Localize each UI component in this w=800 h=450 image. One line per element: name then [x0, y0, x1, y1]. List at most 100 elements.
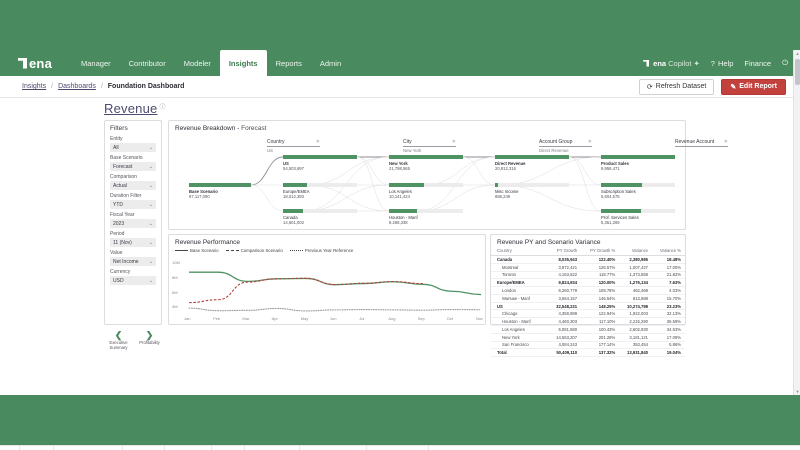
breakdown-filter-country[interactable]: Country ✕ US: [267, 139, 320, 153]
help-label: Help: [717, 58, 734, 68]
close-icon[interactable]: ✕: [587, 139, 592, 145]
cell-variance: 813,688: [619, 294, 653, 303]
tab-executive-summary[interactable]: Executive Summary: [53, 446, 122, 450]
sankey-node[interactable]: Subscription Sales 5,604,575: [601, 183, 675, 199]
tab-balance-sheet[interactable]: Balance Sheet: [243, 446, 299, 450]
filter-select-period[interactable]: 11 (Nov) ⌄: [110, 238, 156, 247]
table-row[interactable]: Warsaw - Manf 3,564,157 146.54% 813,688 15.7…: [491, 294, 685, 303]
table-row[interactable]: Chicago 4,358,899 122.94% 1,922,003 32.13%: [491, 309, 685, 319]
breakdown-filter-revenue-account[interactable]: Revenue Account ✕: [675, 139, 728, 153]
refresh-icon: ⟳: [646, 83, 653, 91]
table-row[interactable]: Montreal 3,872,421 126.57% 1,007,427 17.00%: [491, 263, 685, 272]
close-icon[interactable]: ✕: [723, 139, 728, 145]
table-row[interactable]: San Francisco 4,084,243 177.14% 353,454 5.86…: [491, 341, 685, 350]
variance-col-py-growth[interactable]: PY Growth: [548, 247, 582, 256]
cell-py_growth: 8,035,943: [548, 255, 582, 264]
nav-item-manager[interactable]: Manager: [81, 58, 111, 68]
tab-smart-narrative[interactable]: Smart Narrative *: [366, 446, 428, 450]
breadcrumb-item-dashboards[interactable]: Dashboards: [58, 83, 96, 90]
nav-item-modeler[interactable]: Modeler: [183, 58, 211, 68]
table-row[interactable]: Toronto 4,163,522 118.77% 1,373,558 21.82%: [491, 271, 685, 280]
vena-logo[interactable]: ena: [18, 56, 52, 71]
info-icon[interactable]: ⓘ: [159, 105, 166, 111]
cell-country: Warsaw - Manf: [491, 294, 549, 303]
sankey-node[interactable]: Prof. Services Sales 5,351,269: [601, 209, 675, 225]
tab-predictive-analytics[interactable]: Predictive Analytics: [299, 446, 366, 450]
table-row[interactable]: Total 50,409,110 137.32% 13,931,840 19.04%: [491, 348, 685, 358]
filter-select-fiscal-year[interactable]: 2023 ⌄: [110, 219, 156, 228]
variance-col-country[interactable]: Country: [491, 247, 549, 256]
table-row[interactable]: Europe/EMEA 9,824,934 120.00% 1,276,134 7.63…: [491, 278, 685, 288]
revenue-performance-plot[interactable]: 10M 8M 6M 4M Jan Feb Mar Apr May Jun Jul Aug Sep Oct N…: [169, 255, 487, 324]
tab-opex[interactable]: OpEx: [210, 446, 244, 450]
filter-select-base-scenario[interactable]: Forecast ⌄: [110, 162, 156, 171]
breakdown-filter-account-group[interactable]: Account Group ✕ Direct Revenue: [539, 139, 592, 153]
table-row[interactable]: New York 14,563,207 201.28% 3,181,121 17.09%: [491, 333, 685, 342]
close-icon[interactable]: ✕: [451, 139, 456, 145]
scrollbar-thumb[interactable]: [795, 59, 800, 85]
tab-revenue[interactable]: Revenue: [122, 446, 164, 450]
y-axis-tick-label: 10M: [172, 260, 180, 266]
sankey-node[interactable]: Houston - Manf 8,268,338: [389, 209, 463, 225]
scroll-down-icon[interactable]: ▼: [795, 389, 800, 394]
legend-item-previous-year[interactable]: Previous Year Reference: [289, 248, 353, 253]
logout-icon[interactable]: ⏻: [782, 58, 788, 67]
cell-py_growth_pct: 122.94%: [581, 309, 620, 319]
breadcrumb-item-insights[interactable]: Insights: [22, 83, 47, 90]
y-axis-tick-label: 6M: [172, 289, 178, 295]
cell-country: London: [491, 286, 549, 295]
nav-item-insights[interactable]: Insights: [219, 50, 267, 76]
sankey-node[interactable]: Misc Income 886,249: [495, 183, 569, 199]
revenue-variance-table: Country PY Growth PY Growth % Variance V…: [491, 247, 685, 358]
filter-select-duration[interactable]: YTD ⌄: [110, 200, 156, 209]
line-series[interactable]: [188, 307, 482, 312]
close-icon[interactable]: ✕: [315, 139, 320, 145]
nav-item-reports[interactable]: Reports: [275, 58, 302, 68]
chevron-right-icon: ❯: [145, 330, 154, 340]
sankey-node[interactable]: Los Angeles 10,141,424: [389, 183, 463, 199]
scroll-up-icon[interactable]: ▲: [795, 51, 800, 56]
sankey-node[interactable]: Direct Revenue 20,912,316: [495, 155, 569, 171]
sankey-node-track: [283, 209, 357, 213]
table-row[interactable]: London 6,260,779 108.78% 462,468 4.03%: [491, 286, 685, 295]
copilot-button[interactable]: ena Copilot ✦: [643, 59, 700, 68]
nav-item-contributor[interactable]: Contributor: [128, 58, 166, 68]
filter-select-currency[interactable]: USD ⌄: [110, 276, 156, 285]
table-row[interactable]: Houston - Manf 4,460,303 117.10% 2,215,290 3…: [491, 317, 685, 327]
cell-variance_pct: 21.82%: [652, 271, 685, 280]
table-row[interactable]: Los Angeles 5,081,580 100.43% 2,602,930 34.5…: [491, 325, 685, 334]
sankey-node[interactable]: US 54,503,697: [283, 155, 357, 171]
sankey-node-label: US: [283, 160, 289, 166]
user-menu[interactable]: Finance: [744, 59, 771, 68]
table-row[interactable]: US 32,548,231 148.25% 10,274,798 23.23%: [491, 302, 685, 311]
help-button[interactable]: ? Help: [711, 59, 734, 68]
filter-select-entity[interactable]: All ⌄: [110, 143, 156, 152]
table-row[interactable]: Canada 8,035,943 122.40% 2,380,985 18.48%: [491, 255, 685, 264]
sankey-node[interactable]: Canada 14,601,002: [283, 209, 357, 225]
page-nav-next[interactable]: ❯ Profitability: [137, 330, 162, 350]
cell-py_growth_pct: 201.28%: [581, 333, 620, 342]
sankey-node[interactable]: Europe/EMEA 18,012,393: [283, 183, 357, 199]
breadcrumb-actions: ⟳ Refresh Dataset ✎ Edit Report: [638, 78, 786, 95]
tab-profitability[interactable]: Profitability: [164, 446, 210, 450]
tab-home[interactable]: Home: [19, 446, 53, 450]
variance-col-py-growth-pct[interactable]: PY Growth %: [581, 247, 620, 256]
filter-select-comparison[interactable]: Actual ⌄: [110, 181, 156, 190]
sankey-node[interactable]: New York 21,798,565: [389, 155, 463, 171]
variance-col-variance[interactable]: Variance: [619, 247, 653, 256]
line-series[interactable]: [188, 277, 423, 304]
filter-select-value[interactable]: Net Income ⌄: [110, 257, 156, 266]
nav-item-admin[interactable]: Admin: [319, 58, 342, 68]
page-nav-prev[interactable]: ❮ Executive Summary: [106, 330, 131, 350]
breakdown-filter-city[interactable]: City ✕ New York: [403, 139, 456, 153]
edit-report-button[interactable]: ✎ Edit Report: [721, 78, 786, 95]
legend-item-base-scenario[interactable]: Base Scenario: [175, 248, 219, 253]
sankey-node[interactable]: Base Scenario 87,117,090: [189, 183, 251, 199]
legend-item-comparison-scenario[interactable]: Comparison Scenario: [225, 248, 283, 253]
refresh-dataset-button[interactable]: ⟳ Refresh Dataset: [638, 78, 715, 95]
revenue-breakdown-sankey[interactable]: Base Scenario 87,117,090 US 54,503,697 Europ…: [175, 151, 681, 227]
app-vertical-scrollbar[interactable]: ▲ ▼: [793, 50, 800, 395]
sankey-node[interactable]: Product Sales 9,956,471: [601, 155, 675, 171]
cell-py_growth_pct: 122.40%: [581, 255, 620, 264]
variance-col-variance-pct[interactable]: Variance %: [652, 247, 685, 256]
